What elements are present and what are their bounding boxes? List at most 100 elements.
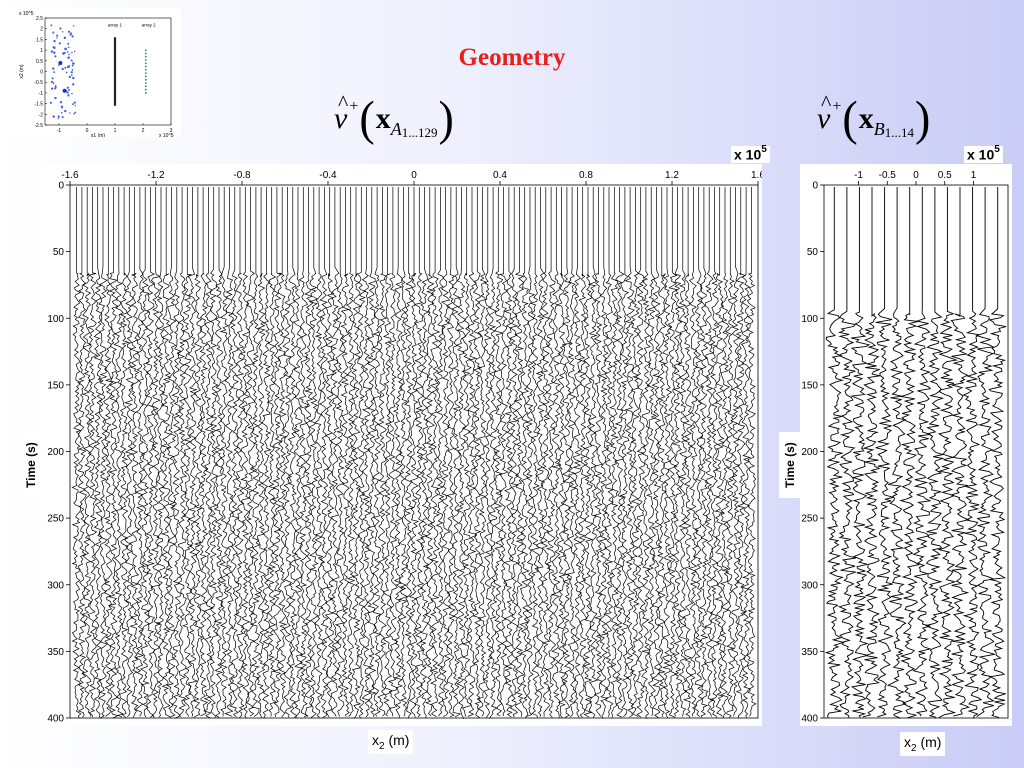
inset-source-point — [72, 25, 75, 27]
trace-line — [382, 187, 393, 717]
trace-line — [345, 187, 356, 717]
inset-source-point — [59, 27, 62, 30]
inset-source-point — [72, 83, 75, 86]
trace-line — [641, 187, 652, 719]
trace-line — [129, 187, 140, 718]
subscript-a: A — [390, 118, 402, 139]
inset-exponent-y: x 10^5 — [19, 11, 34, 17]
trace-line — [746, 187, 757, 717]
inset-source-point — [69, 33, 72, 36]
trace-line — [213, 187, 224, 718]
y-axis-label-time-a: Time (s) — [20, 432, 42, 498]
inset-y-tick-label: 1.5 — [36, 37, 43, 43]
trace-line — [192, 187, 204, 718]
subscript-b: B — [873, 118, 885, 139]
trace-line — [308, 187, 319, 718]
inset-source-point — [71, 51, 73, 54]
inset-array-2-point — [144, 49, 147, 51]
trace-line — [292, 187, 304, 719]
trace-line — [572, 187, 583, 718]
inset-source-point — [72, 62, 75, 65]
trace-line — [371, 187, 382, 717]
y-tick-label: 200 — [801, 447, 818, 458]
trace-line — [219, 187, 230, 717]
trace-line — [635, 187, 646, 718]
inset-x-tick-label: 3 — [170, 128, 173, 134]
inset-source-point — [50, 50, 54, 53]
trace-line — [123, 187, 135, 718]
y-tick-label: 300 — [47, 580, 64, 591]
seismogram-array-a: 0 50 100 150 200 250 300 350 400 -1.6 -1.2 -0.8 -0.4… — [40, 164, 762, 726]
trace-line — [145, 187, 156, 718]
x-tick-label: -0.8 — [233, 170, 251, 181]
inset-y-tick-label: 2.5 — [36, 16, 43, 22]
y-tick-label: 0 — [58, 181, 64, 192]
trace-line — [451, 187, 462, 718]
trace-line — [724, 187, 736, 718]
inset-source-point — [70, 71, 73, 74]
trace-line — [340, 187, 351, 717]
trace-line — [435, 187, 446, 717]
inset-array-2-point — [144, 68, 147, 71]
trace-line — [440, 187, 452, 718]
trace-line — [487, 187, 498, 719]
subscript-range-b: 1...14 — [884, 125, 914, 140]
x-tick-label: -0.4 — [319, 170, 337, 181]
trace-line — [461, 187, 472, 717]
x-axis-label-a: x2 (m) — [368, 730, 414, 754]
inset-source-point — [52, 46, 55, 49]
inset-source-point — [57, 64, 60, 66]
inset-array-2-point — [144, 88, 147, 91]
trace-line — [298, 187, 309, 718]
inset-annotation: array 2 — [142, 23, 157, 28]
trace-line — [598, 187, 610, 719]
trace-line — [672, 187, 683, 717]
inset-source-point — [68, 53, 70, 56]
trace-line — [319, 187, 330, 718]
trace-line — [361, 187, 372, 718]
inset-source-point — [64, 109, 67, 113]
trace-line — [71, 187, 82, 719]
inset-array-2-point — [144, 72, 147, 75]
inset-source-point — [54, 96, 57, 100]
inset-annotation: array 1 — [108, 23, 123, 28]
trace-line — [119, 187, 131, 718]
inset-source-point — [51, 77, 54, 80]
inset-array-2-point — [144, 78, 147, 81]
y-tick-label: 400 — [47, 714, 64, 725]
inset-x-tick-label: 0 — [86, 128, 89, 134]
inset-y-tick-label: 2 — [40, 27, 43, 33]
inset-source-point — [56, 37, 58, 39]
seismogram-array-b: 0 50 100 150 200 250 300 350 400 -1 -0.5 0 0.5 1 — [800, 164, 1012, 726]
trace-line — [77, 187, 87, 718]
inset-source-point — [66, 86, 69, 89]
trace-line — [609, 187, 620, 718]
inset-source-point — [57, 117, 60, 120]
inset-source-point — [49, 101, 52, 104]
y-tick-label: 100 — [801, 314, 818, 325]
trace-line — [93, 187, 103, 719]
close-paren: ) — [438, 91, 454, 146]
trace-line — [276, 187, 288, 718]
trace-line — [81, 187, 92, 717]
inset-source-point — [62, 88, 67, 93]
trace-line — [113, 187, 124, 718]
x-tick-label: 1 — [971, 170, 977, 181]
trace-line — [720, 187, 731, 718]
inset-source-point — [67, 65, 70, 69]
inset-source-point — [72, 103, 75, 106]
trace-line — [651, 187, 663, 718]
y-tick-label: 200 — [47, 447, 64, 458]
trace-line — [837, 187, 856, 718]
inset-source-point — [56, 34, 59, 37]
y-tick-label: 400 — [801, 714, 818, 725]
inset-source-point — [50, 80, 54, 84]
trace-line — [287, 187, 298, 718]
trace-line — [603, 187, 615, 717]
inset-source-point — [63, 36, 67, 40]
trace-line — [403, 187, 415, 719]
inset-source-point — [69, 112, 71, 114]
y-tick-label: 350 — [47, 647, 64, 658]
y-tick-label: 300 — [801, 580, 818, 591]
trace-line — [139, 187, 151, 718]
